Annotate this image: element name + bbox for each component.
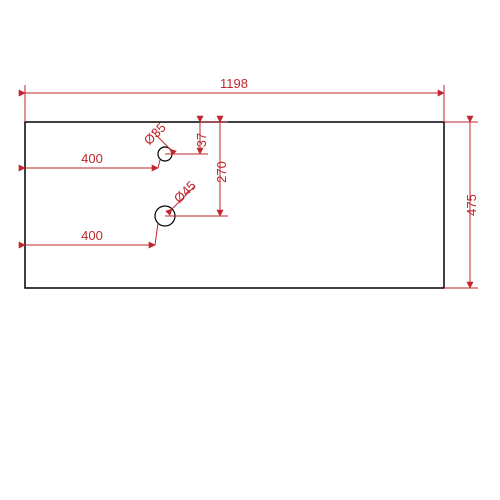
dim-large-diameter: Ø45 — [171, 178, 199, 209]
dim-large-diameter-value: Ø45 — [171, 178, 199, 206]
dim-overall-height-value: 475 — [464, 194, 479, 216]
dim-to-small-hole: 400 — [25, 151, 160, 168]
part-outline — [25, 122, 444, 288]
dim-to-small-hole-value: 400 — [81, 151, 103, 166]
dim-to-large-hole-value: 400 — [81, 228, 103, 243]
dim-top-to-large: 270 — [214, 122, 229, 216]
dim-overall-height: 475 — [464, 122, 479, 288]
technical-drawing: 1198 475 400 400 Ø35 Ø45 37 270 — [0, 0, 500, 500]
dim-small-to-top: 37 — [194, 122, 209, 154]
extension-lines — [25, 85, 478, 288]
dim-top-to-large-value: 270 — [214, 161, 229, 183]
dim-overall-width-value: 1198 — [220, 76, 248, 91]
dim-to-large-hole: 400 — [25, 223, 158, 245]
dim-small-diameter: Ø35 — [141, 120, 170, 149]
dim-overall-width: 1198 — [25, 76, 444, 93]
dim-small-to-top-value: 37 — [194, 133, 209, 147]
